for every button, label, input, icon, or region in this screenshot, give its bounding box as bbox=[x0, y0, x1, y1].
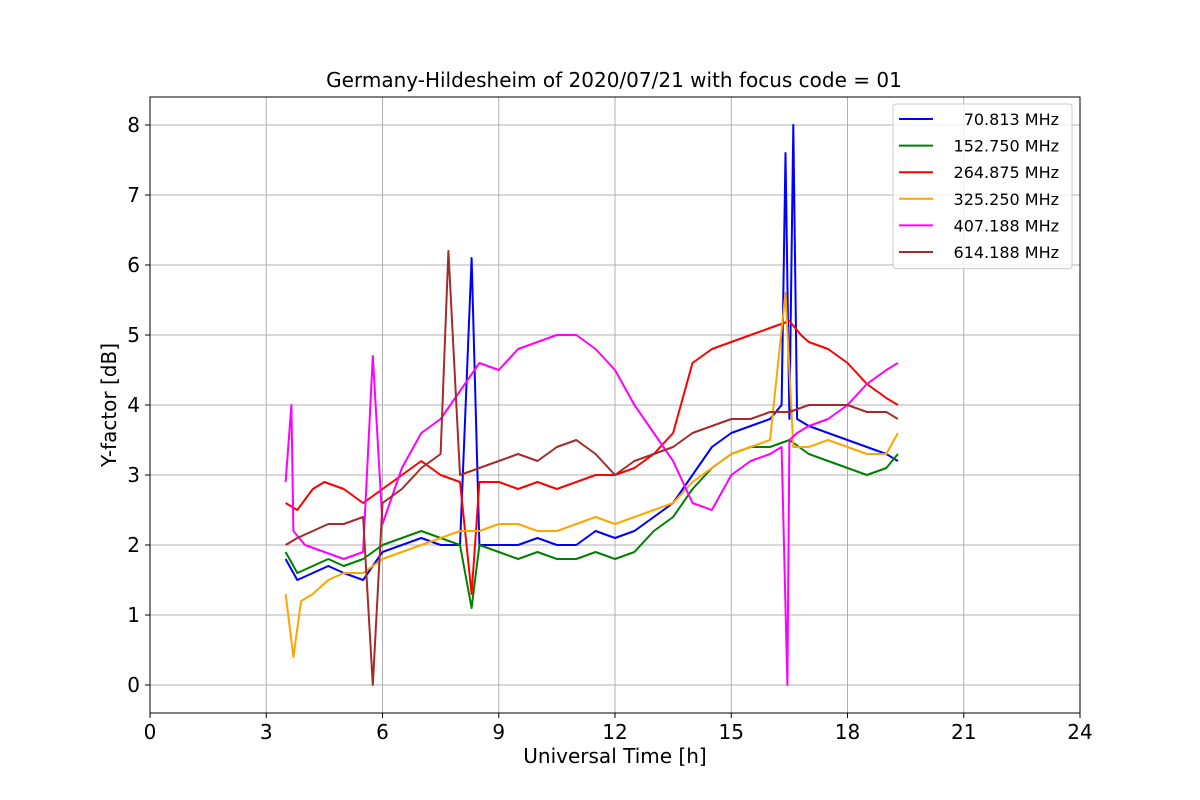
series-line-4 bbox=[284, 292, 899, 658]
x-axis-ticks: 0 3 6 9 12 15 18 21 24 bbox=[144, 713, 1093, 744]
y-axis-label: Y-factor [dB] bbox=[97, 343, 121, 468]
x-tick-label: 9 bbox=[492, 720, 505, 744]
x-tick-label: 24 bbox=[1067, 720, 1092, 744]
series-line-1 bbox=[284, 124, 899, 581]
y-tick-label: 4 bbox=[127, 393, 140, 417]
x-axis-label: Universal Time [h] bbox=[523, 744, 706, 768]
legend-label: 152.750 MHz bbox=[954, 137, 1059, 156]
x-tick-label: 15 bbox=[719, 720, 744, 744]
chart-title: Germany-Hildesheim of 2020/07/21 with fo… bbox=[326, 68, 902, 92]
series-line-3 bbox=[285, 320, 899, 595]
legend-box bbox=[892, 103, 1073, 270]
legend-label: 264.875 MHz bbox=[954, 163, 1059, 182]
x-tick-label: 6 bbox=[376, 720, 389, 744]
y-tick-label: 8 bbox=[127, 113, 140, 137]
series-line-5 bbox=[284, 334, 899, 686]
series-layer bbox=[284, 124, 899, 686]
y-tick-label: 2 bbox=[127, 533, 140, 557]
x-tick-label: 18 bbox=[835, 720, 860, 744]
legend-label: 407.188 MHz bbox=[954, 216, 1059, 235]
y-tick-label: 7 bbox=[127, 183, 140, 207]
y-tick-label: 0 bbox=[127, 673, 140, 697]
y-tick-label: 3 bbox=[127, 463, 140, 487]
x-tick-label: 21 bbox=[951, 720, 976, 744]
legend: 70.813 MHz 152.750 MHz 264.875 MHz 325.250 … bbox=[892, 103, 1073, 270]
y-tick-label: 1 bbox=[127, 603, 140, 627]
y-tick-label: 6 bbox=[127, 253, 140, 277]
x-tick-label: 3 bbox=[260, 720, 273, 744]
x-tick-label: 12 bbox=[602, 720, 627, 744]
x-tick-label: 0 bbox=[144, 720, 157, 744]
series-line-2 bbox=[284, 439, 899, 609]
y-tick-label: 5 bbox=[127, 323, 140, 347]
legend-label: 614.188 MHz bbox=[954, 243, 1059, 262]
series-line-6 bbox=[285, 250, 899, 686]
legend-label: 325.250 MHz bbox=[954, 190, 1059, 209]
y-axis-ticks: 0 1 2 3 4 5 6 7 8 bbox=[127, 113, 150, 697]
legend-label: 70.813 MHz bbox=[964, 110, 1059, 129]
